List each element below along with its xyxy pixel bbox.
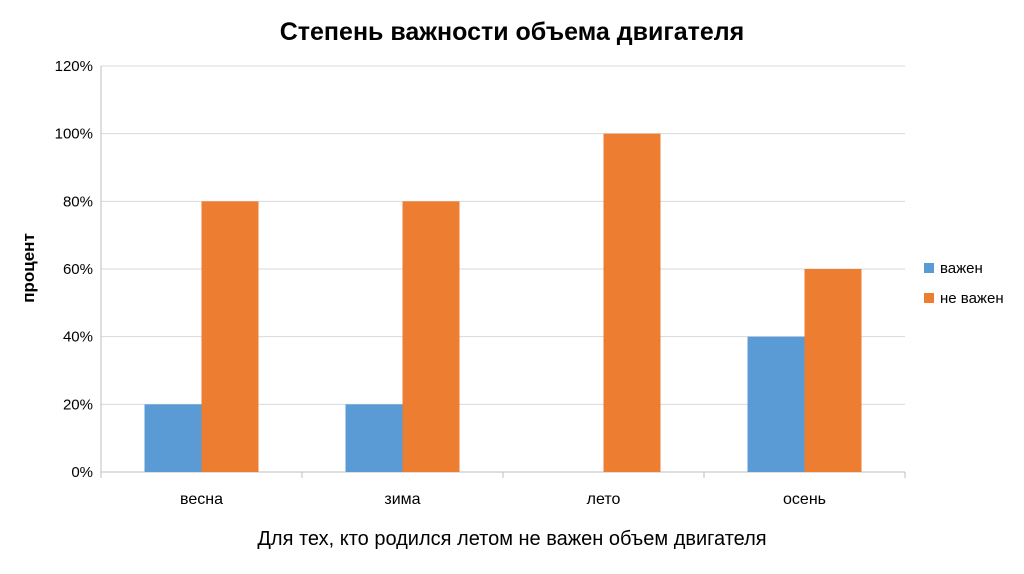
y-tick-label: 120% — [55, 58, 93, 75]
legend: важен не важен — [924, 260, 1004, 307]
x-axis-categories: весна зима лето осень — [180, 491, 826, 508]
bar-ne-vazhen — [402, 201, 460, 473]
x-category-label: весна — [180, 491, 223, 508]
bar-ne-vazhen — [804, 269, 862, 472]
x-category-label: лето — [587, 491, 621, 508]
bar-ne-vazhen — [201, 201, 259, 473]
x-axis-note: Для тех, кто родился летом не важен объе… — [257, 528, 766, 550]
x-category-label: зима — [384, 491, 420, 508]
chart-title: Степень важности объема двигателя — [280, 18, 745, 46]
x-category-label: осень — [783, 491, 826, 508]
y-tick-label: 60% — [63, 261, 93, 278]
bar-vazhen — [144, 404, 202, 472]
legend-swatch — [924, 293, 934, 303]
bar-vazhen — [747, 336, 805, 472]
y-axis-label: процент — [19, 233, 38, 303]
y-tick-label: 0% — [71, 464, 93, 481]
legend-label: важен — [940, 260, 983, 277]
y-tick-label: 40% — [63, 329, 93, 346]
bars — [144, 133, 862, 473]
y-tick-label: 20% — [63, 396, 93, 413]
y-axis-ticks: 0% 20% 40% 60% 80% 100% 120% — [55, 58, 93, 481]
y-tick-label: 100% — [55, 126, 93, 143]
bar-vazhen — [345, 404, 403, 472]
legend-label: не важен — [940, 290, 1004, 307]
y-tick-label: 80% — [63, 193, 93, 210]
legend-swatch — [924, 263, 934, 273]
bar-ne-vazhen — [603, 133, 661, 472]
